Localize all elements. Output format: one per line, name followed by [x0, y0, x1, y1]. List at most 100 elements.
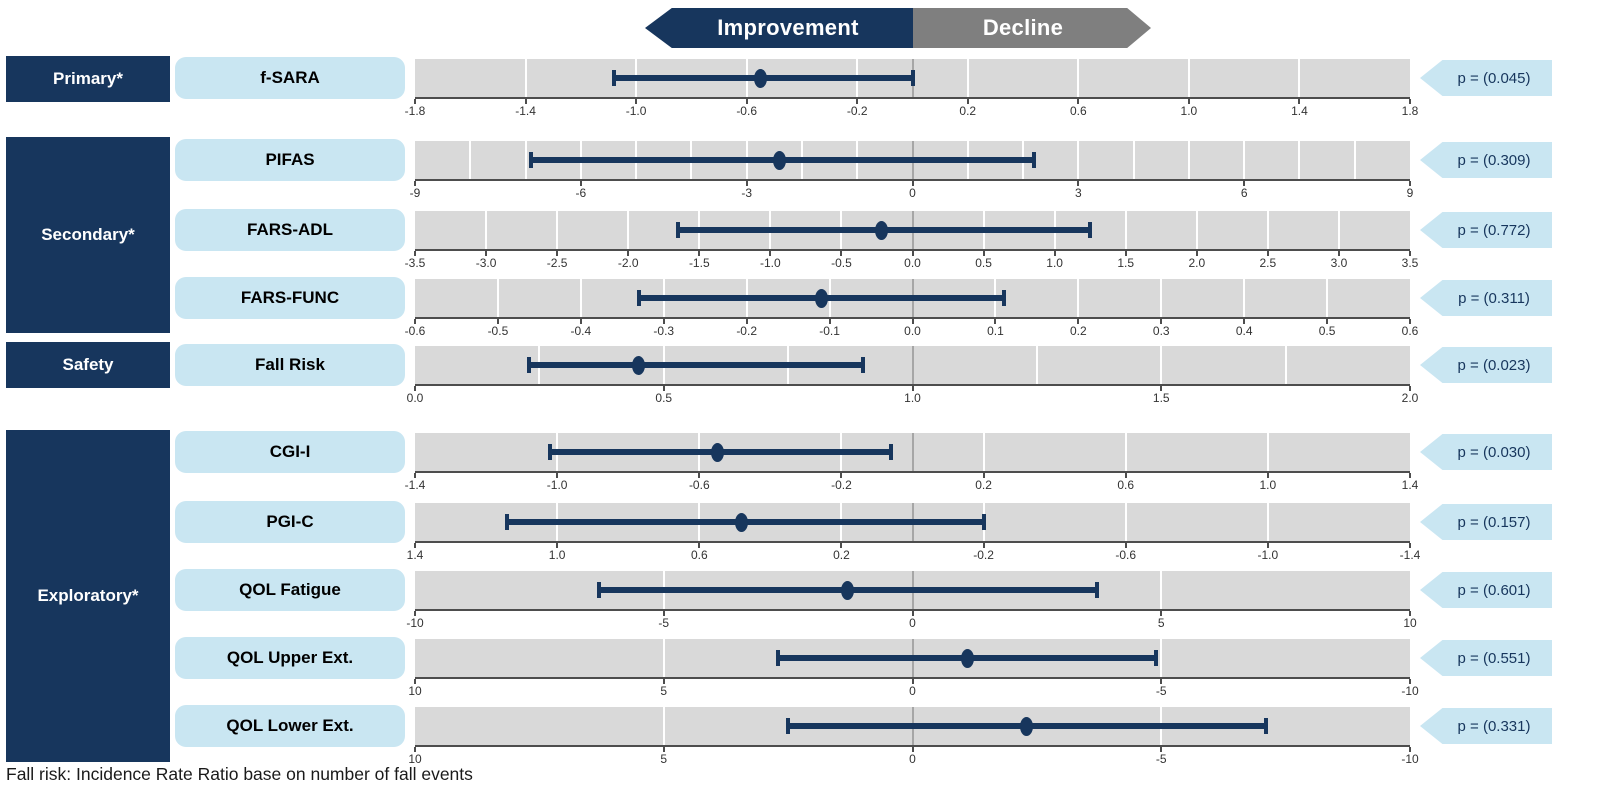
gridline: [1187, 141, 1190, 179]
axis-tick: [414, 99, 416, 104]
ci-cap-left: [548, 444, 553, 460]
gridline: [1298, 141, 1301, 179]
axis-tick: [1266, 543, 1269, 548]
axis-tick-label: 5: [1157, 616, 1165, 630]
axis-tick-label: 0.5: [1318, 324, 1336, 338]
axis-tick: [982, 543, 985, 548]
axis-tick-label: -3: [741, 186, 752, 200]
axis-tick: [994, 319, 997, 324]
measure-label: CGI-I: [175, 431, 405, 473]
axis-tick-label: -1.0: [760, 256, 781, 270]
axis-tick-label: 0.5: [975, 256, 992, 270]
axis-tick-label: -10: [1401, 752, 1419, 766]
axis-tick: [414, 611, 416, 616]
gridline: [1035, 346, 1038, 384]
ci-cap-left: [529, 152, 534, 168]
axis-tick: [1195, 251, 1198, 256]
axis-tick-label: -2.5: [546, 256, 568, 270]
gridline: [1284, 346, 1287, 384]
axis-tick-label: 0.0: [406, 391, 424, 405]
ci-cap-left: [786, 718, 791, 734]
p-value-tag: p = (0.331): [1420, 708, 1552, 744]
axis-tick: [828, 319, 831, 324]
gridline: [1124, 211, 1127, 249]
gridline: [1195, 211, 1198, 249]
axis-tick: [662, 679, 665, 684]
axis-tick: [911, 181, 914, 186]
estimate-point: [814, 289, 828, 308]
axis-tick: [1409, 473, 1411, 478]
gridline: [469, 141, 472, 179]
axis-tick: [1160, 386, 1163, 391]
axis-tick-label: 2.0: [1401, 391, 1419, 405]
axis-tick-label: 1.4: [1401, 478, 1419, 492]
axis-tick: [1409, 543, 1411, 548]
plot-track: [415, 279, 1410, 317]
axis-tick-label: 2.5: [1259, 256, 1277, 270]
measure-label: PGI-C: [175, 501, 405, 543]
measure-label: FARS-ADL: [175, 209, 405, 251]
axis-tick: [1266, 251, 1269, 256]
axis-tick-label: -2.0: [617, 256, 639, 270]
axis-tick: [579, 319, 582, 324]
gridline: [1160, 639, 1163, 677]
axis-tick-label: -0.5: [487, 324, 509, 338]
axis-tick-label: 10: [408, 752, 422, 766]
axis-tick-label: 0.0: [904, 324, 921, 338]
axis-tick-label: -3.5: [404, 256, 426, 270]
axis-tick: [1124, 251, 1127, 256]
axis: 1.4 1.0 0.6 0.2 -0.2 -0.6 -1.0 -1.4: [407, 541, 1420, 563]
plot-track: [415, 707, 1410, 745]
p-value-tag: p = (0.023): [1420, 347, 1552, 383]
axis-tick-label: 5: [660, 684, 668, 698]
plot-track: [415, 141, 1410, 179]
axis-tick: [911, 319, 914, 324]
p-value-tag: p = (0.045): [1420, 60, 1552, 96]
axis-tick-label: 0.5: [655, 391, 673, 405]
axis-tick: [856, 99, 859, 104]
gridline: [524, 141, 527, 179]
axis: -0.6 -0.5 -0.4 -0.3 -0.2 -0.1 0.0 0.1 0.2 0.3 0.4 0…: [405, 317, 1418, 339]
ci-cap-right: [1094, 582, 1099, 598]
axis-tick: [627, 251, 630, 256]
gridline: [1132, 141, 1135, 179]
axis-tick-label: -10: [406, 616, 424, 630]
plot-track: [415, 433, 1410, 471]
axis-tick-label: 1.0: [904, 391, 921, 405]
axis-tick-label: 0: [909, 616, 916, 630]
axis-tick: [485, 251, 488, 256]
axis-tick: [1243, 319, 1246, 324]
ci-cap-right: [981, 514, 986, 530]
axis-tick-label: 10: [1403, 616, 1417, 630]
decline-label: Decline: [982, 15, 1064, 40]
improvement-arrow: Improvement: [645, 8, 913, 48]
axis-tick: [414, 679, 416, 684]
axis-tick: [698, 473, 701, 478]
axis-tick: [1077, 181, 1080, 186]
estimate-point: [632, 356, 646, 375]
estimate-point: [960, 649, 974, 668]
gridline: [662, 707, 665, 745]
axis-tick: [635, 99, 638, 104]
ci-cap-left: [776, 650, 781, 666]
estimate-point: [1020, 717, 1034, 736]
axis-tick-label: 5: [660, 752, 668, 766]
p-value-tag: p = (0.030): [1420, 434, 1552, 470]
axis-tick-label: 10: [408, 684, 422, 698]
measure-label: FARS-FUNC: [175, 277, 405, 319]
axis: 10 5 0 -5 -10: [408, 745, 1419, 767]
axis-tick-label: 3: [1074, 186, 1082, 200]
gridline: [579, 279, 582, 317]
axis-tick: [524, 99, 527, 104]
axis-tick-label: 3.0: [1330, 256, 1348, 270]
axis: -10 -5 0 5 10: [406, 609, 1417, 631]
axis-tick-label: -1.5: [688, 256, 710, 270]
axis-tick-label: -6: [575, 186, 587, 200]
axis-tick: [1409, 386, 1411, 391]
gridline: [1077, 141, 1080, 179]
gridline: [1077, 279, 1080, 317]
axis-tick: [1409, 99, 1411, 104]
axis-tick-label: -0.2: [831, 478, 852, 492]
plot-track: [415, 571, 1410, 609]
